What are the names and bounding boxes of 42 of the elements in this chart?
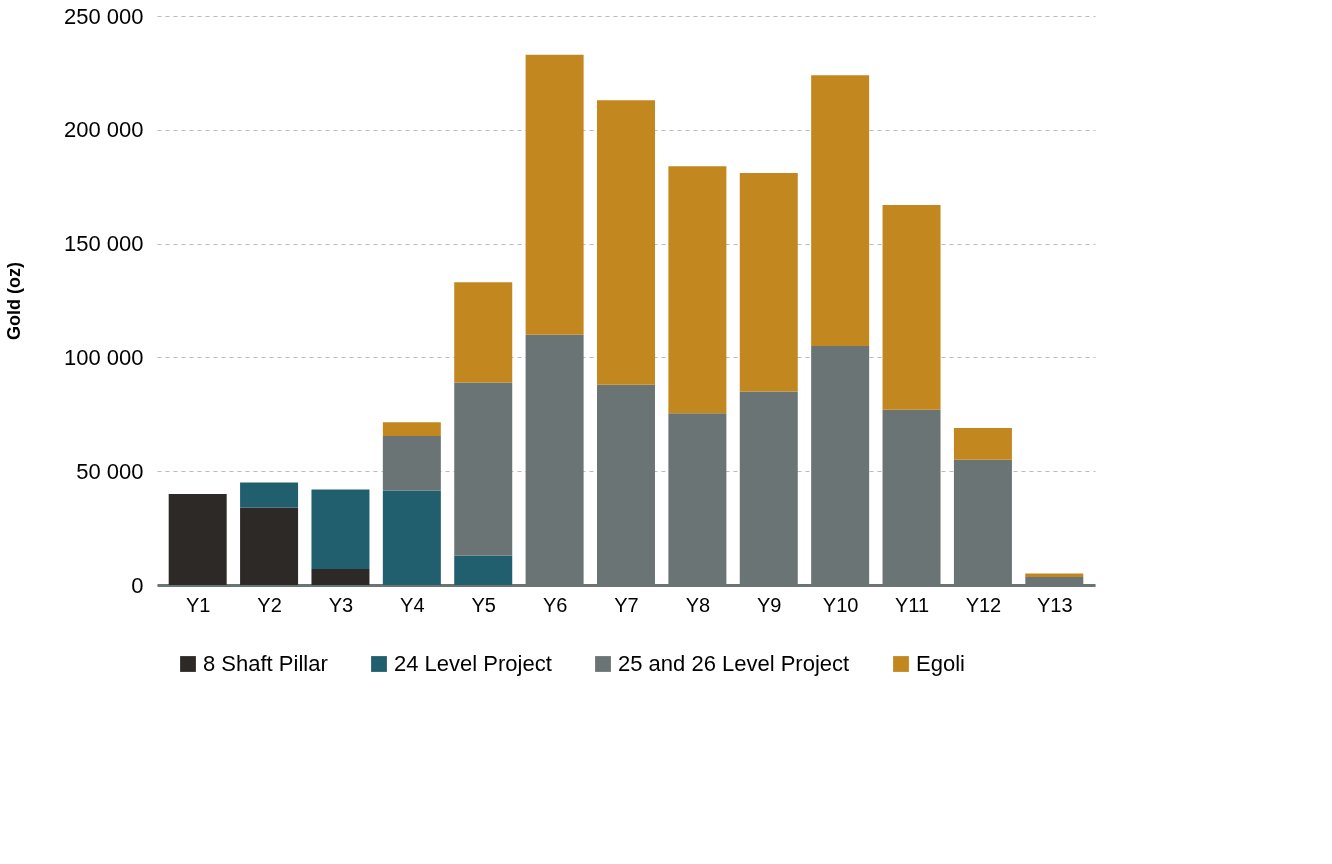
x-tick-label: Y3 [328,593,354,616]
x-tick-label: Y1 [185,593,211,616]
bar [382,490,441,585]
bar [882,204,941,410]
bar [454,555,513,585]
legend-label: 24 Level Project [394,651,552,676]
bar [454,282,513,383]
x-tick-label: Y4 [400,593,425,616]
bar [240,482,299,508]
bar [811,75,870,347]
y-tick-label: 250 000 [63,3,144,29]
x-tick-label: Y12 [965,593,1002,616]
y-tick-label: 50 000 [76,458,144,484]
y-tick-label: 0 [131,572,144,598]
x-tick-label: Y13 [1037,593,1073,616]
bar [525,54,584,335]
bar [739,173,798,392]
x-tick-label: Y5 [471,593,496,616]
x-tick-label: Y10 [822,593,859,616]
y-tick-label: 100 000 [63,344,144,370]
y-axis-title: Gold (oz) [3,262,24,340]
bar [311,569,370,585]
x-tick-label: Y7 [614,593,639,616]
y-tick-label: 200 000 [63,117,144,143]
bar [240,507,299,585]
x-tick-label: Y2 [257,593,282,616]
bar [597,100,655,385]
x-tick-label: Y6 [542,593,568,616]
bar [454,382,513,556]
x-tick-label: Y9 [757,593,782,616]
bar [668,166,727,414]
y-tick-label: 150 000 [63,231,144,257]
bar [953,427,1012,460]
legend-label: 25 and 26 Level Project [618,651,850,676]
bar [382,435,441,491]
x-tick-label: Y8 [685,593,711,616]
bar [168,493,227,585]
legend-label: 8 Shaft Pillar [203,651,328,676]
x-tick-label: Y11 [894,593,930,616]
bar [382,422,441,436]
bar [311,489,370,570]
legend-label: Egoli [916,651,965,676]
